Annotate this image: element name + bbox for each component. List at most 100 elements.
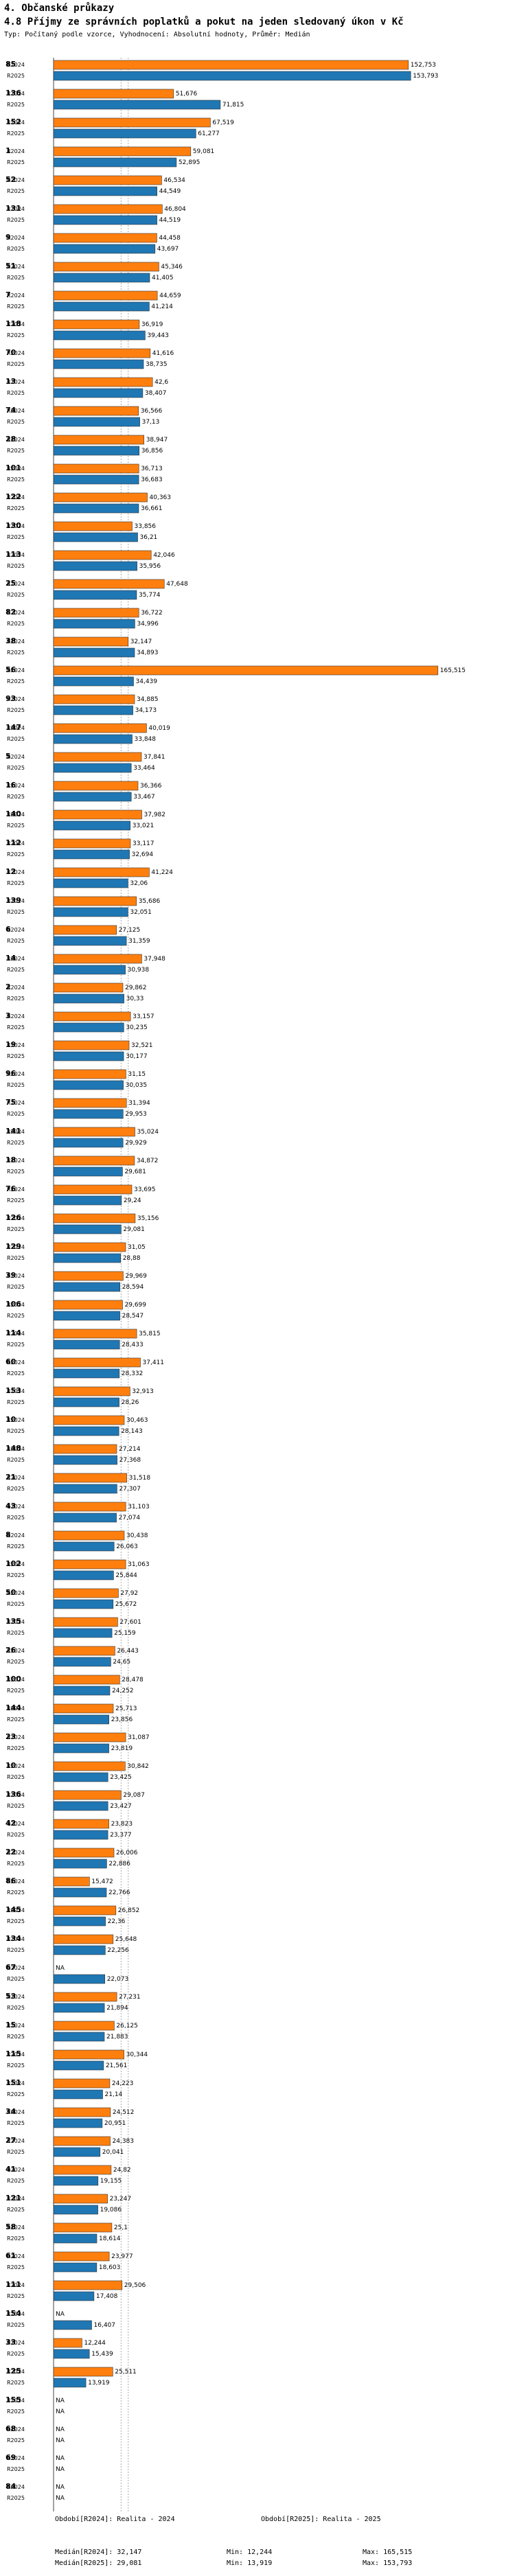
row-label: 84 — [5, 2482, 16, 2491]
value-label-r2025: 21,894 — [106, 2005, 128, 2012]
series-label-r2024: R2024 — [7, 206, 25, 212]
series-label-r2024: R2024 — [7, 1273, 25, 1279]
min-2024-label: Min: 12,244 — [227, 2549, 273, 2556]
value-label-r2025: 17,408 — [96, 2293, 118, 2300]
series-label-r2025: R2025 — [7, 2178, 25, 2184]
value-label-r2024: NA — [56, 2455, 65, 2462]
series-label-r2025: R2025 — [7, 2437, 25, 2443]
series-label-r2024: R2024 — [7, 898, 25, 904]
bar-r2025 — [53, 1513, 117, 1523]
series-label-r2024: R2024 — [7, 1677, 25, 1683]
value-label-r2025: 26,063 — [116, 1543, 138, 1550]
series-label-r2025: R2025 — [7, 159, 25, 165]
row-label: 153 — [5, 1386, 21, 1395]
series-label-r2025: R2025 — [7, 2207, 25, 2213]
row-label: 28 — [5, 435, 16, 444]
row-label: 6 — [5, 925, 11, 934]
value-label-r2025: 18,614 — [99, 2235, 121, 2242]
bar-r2024 — [53, 1242, 126, 1252]
bar-r2025 — [53, 1397, 119, 1407]
bar-r2025 — [53, 215, 157, 225]
value-label-r2025: 13,919 — [88, 2380, 110, 2387]
series-label-r2025: R2025 — [7, 2495, 25, 2501]
row-label: 96 — [5, 1069, 16, 1078]
bar-r2025 — [53, 936, 127, 946]
series-label-r2024: R2024 — [7, 1850, 25, 1856]
value-label-r2025: 28,433 — [122, 1342, 144, 1348]
bar-r2025 — [53, 2262, 98, 2273]
value-label-r2024: 26,852 — [118, 1907, 140, 1914]
series-label-r2024: R2024 — [7, 1331, 25, 1337]
bar-r2025 — [53, 2349, 90, 2359]
bar-r2024 — [53, 781, 139, 791]
value-label-r2025: 30,235 — [126, 1024, 148, 1031]
row-label: 2 — [5, 982, 11, 991]
bar-r2025 — [53, 1195, 122, 1206]
row-label: 51 — [5, 262, 16, 271]
series-label-r2025: R2025 — [7, 303, 25, 310]
bar-r2024 — [53, 867, 150, 877]
bar-r2024 — [53, 117, 211, 128]
bar-r2024 — [53, 348, 151, 358]
series-label-r2024: R2024 — [7, 2224, 25, 2231]
series-label-r2024: R2024 — [7, 812, 25, 818]
series-label-r2025: R2025 — [7, 1716, 25, 1723]
value-label-r2025: 16,407 — [94, 2322, 116, 2329]
series-label-r2025: R2025 — [7, 419, 25, 425]
value-label-r2024: 30,463 — [126, 1417, 148, 1424]
bar-r2024 — [53, 1992, 117, 2002]
value-label-r2024: 27,125 — [119, 927, 141, 934]
bar-r2025 — [53, 561, 137, 571]
bar-r2024 — [53, 2021, 115, 2031]
series-label-r2024: R2024 — [7, 235, 25, 241]
series-label-r2025: R2025 — [7, 678, 25, 685]
row-label: 15 — [5, 2021, 16, 2029]
value-label-r2024: 33,117 — [133, 840, 154, 847]
bar-r2024 — [53, 579, 165, 589]
value-label-r2025: 18,603 — [99, 2264, 121, 2271]
value-label-r2025: 25,672 — [115, 1601, 137, 1608]
bar-r2025 — [53, 1570, 114, 1580]
row-label: 125 — [5, 2367, 21, 2376]
bar-r2024 — [53, 1876, 90, 1887]
value-label-r2024: 37,841 — [144, 754, 165, 761]
bar-r2025 — [53, 619, 135, 629]
min-2025-label: Min: 13,919 — [227, 2560, 273, 2567]
series-label-r2025: R2025 — [7, 2235, 25, 2242]
bar-r2024 — [53, 146, 192, 157]
row-label: 25 — [5, 579, 16, 588]
bar-r2024 — [53, 608, 139, 618]
bar-r2025 — [53, 532, 138, 542]
series-label-r2024: R2024 — [7, 1907, 25, 1913]
row-label: 113 — [5, 550, 21, 559]
series-label-r2025: R2025 — [7, 1313, 25, 1319]
bar-r2025 — [53, 417, 140, 427]
bar-r2025 — [53, 993, 124, 1004]
series-label-r2025: R2025 — [7, 2408, 25, 2415]
max-2025-label: Max: 153,793 — [363, 2560, 413, 2567]
series-label-r2024: R2024 — [7, 1561, 25, 1567]
series-label-r2025: R2025 — [7, 1947, 25, 1953]
series-label-r2024: R2024 — [7, 91, 25, 97]
value-label-r2024: 37,948 — [144, 956, 165, 963]
row-label: 134 — [5, 1934, 21, 1943]
series-label-r2024: R2024 — [7, 264, 25, 270]
value-label-r2024: 36,713 — [141, 465, 163, 472]
bar-r2024 — [53, 982, 124, 993]
value-label-r2025: 43,697 — [157, 246, 179, 253]
value-label-r2024: 25,648 — [115, 1936, 137, 1943]
series-label-r2024: R2024 — [7, 1359, 25, 1366]
series-label-r2025: R2025 — [7, 851, 25, 858]
bar-r2025 — [53, 792, 132, 802]
bar-r2024 — [53, 1848, 115, 1858]
value-label-r2024: 24,512 — [113, 2109, 135, 2116]
series-label-r2025: R2025 — [7, 2091, 25, 2097]
series-label-r2025: R2025 — [7, 1082, 25, 1088]
bar-r2024 — [53, 377, 153, 387]
series-label-r2024: R2024 — [7, 1042, 25, 1048]
bar-r2024 — [53, 1559, 126, 1569]
bar-r2025 — [53, 1830, 108, 1840]
value-label-r2025: 34,893 — [137, 649, 159, 656]
bar-r2025 — [53, 1109, 124, 1119]
value-label-r2025: 33,467 — [133, 794, 155, 801]
